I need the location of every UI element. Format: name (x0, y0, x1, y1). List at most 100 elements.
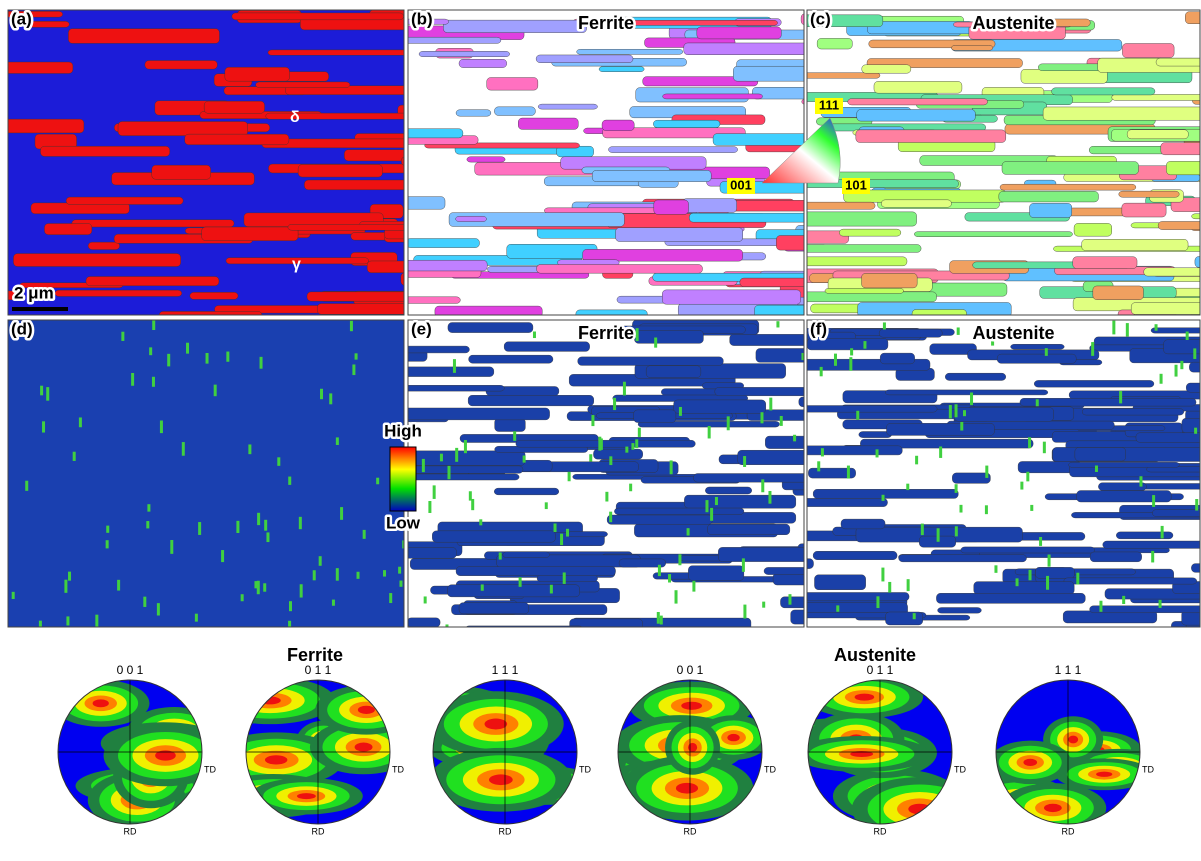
grain-streak (1144, 268, 1201, 276)
grain-streak (537, 575, 598, 582)
strain-mark (481, 584, 484, 590)
strain-mark (915, 456, 918, 465)
grain-streak (602, 120, 634, 131)
strain-mark (705, 500, 708, 512)
grain-streak (256, 82, 350, 88)
strain-mark (687, 528, 690, 535)
strain-mark (609, 512, 612, 523)
grain-streak (1112, 94, 1201, 100)
grain-streak (814, 575, 865, 590)
grain-streak (1186, 383, 1201, 392)
strain-mark (422, 459, 425, 472)
grain-streak (577, 49, 683, 54)
strain-mark (106, 526, 109, 533)
grain-streak (467, 157, 505, 162)
strain-mark (152, 320, 155, 330)
pole-contour (855, 694, 875, 701)
grain-streak (952, 473, 990, 483)
grain-streak (857, 109, 976, 121)
pole-figure (612, 680, 771, 824)
grain-streak (817, 38, 852, 49)
strain-mark (660, 616, 663, 625)
strain-mark (847, 466, 850, 479)
pole-contour (265, 755, 287, 764)
grain-streak (1161, 143, 1201, 155)
strain-mark (821, 448, 824, 456)
strain-mark (1045, 348, 1048, 356)
strain-mark (949, 405, 952, 418)
grain-streak (800, 446, 902, 455)
strain-mark (73, 452, 76, 461)
strain-mark (383, 570, 386, 576)
grain-streak (1021, 69, 1107, 83)
grain-streak (885, 612, 922, 625)
pole-figures: Ferrite0 0 1TDRD0 1 1TDRD1 1 1TDRDAusten… (52, 645, 1165, 841)
grain-streak (448, 585, 580, 597)
grain-streak (537, 264, 703, 273)
grain-streak (1034, 380, 1154, 387)
grain-streak (705, 487, 751, 494)
strain-mark (214, 385, 217, 397)
strain-mark (143, 597, 146, 607)
pole-contour (681, 702, 702, 710)
grain-streak (880, 353, 914, 364)
strain-mark (263, 583, 266, 591)
strain-mark (226, 352, 229, 362)
grain-streak (614, 508, 744, 515)
strain-mark (960, 422, 963, 431)
strain-mark (186, 343, 189, 354)
strain-mark (955, 404, 958, 417)
strain-mark (288, 621, 291, 630)
grain-streak (456, 216, 487, 221)
strain-mark (994, 565, 997, 573)
strain-mark (692, 581, 695, 592)
grain-streak (1116, 532, 1173, 539)
grain-streak (1011, 344, 1065, 349)
strain-mark (1020, 482, 1023, 490)
pole-contour (676, 783, 698, 794)
strain-mark (257, 513, 260, 525)
strain-mark (631, 443, 634, 450)
strain-mark (769, 398, 772, 411)
phase-heading: Ferrite (287, 645, 343, 665)
strain-mark (106, 540, 109, 548)
strain-mark (1028, 437, 1031, 448)
grain-streak (504, 342, 589, 352)
grain-streak (786, 592, 909, 600)
pole-contour (1096, 772, 1112, 777)
strain-mark (146, 521, 149, 528)
grain-streak (487, 78, 538, 91)
strain-mark (1046, 576, 1049, 590)
strain-mark (955, 526, 958, 536)
grain-streak (733, 66, 813, 81)
pole-contour (93, 699, 109, 707)
legend-high: High (384, 421, 422, 440)
strain-mark (221, 550, 224, 562)
grain-streak (288, 224, 408, 230)
strain-mark (363, 530, 366, 539)
grain-streak (1152, 510, 1201, 517)
strain-mark (550, 585, 553, 594)
panel-title: Ferrite (578, 323, 634, 343)
strain-mark (849, 357, 852, 371)
pole-td: TD (392, 764, 404, 774)
strain-mark (1152, 495, 1155, 507)
strain-mark (625, 447, 628, 453)
strain-mark (568, 472, 571, 481)
grain-streak (459, 603, 529, 614)
grain-streak (813, 489, 958, 498)
strain-mark (46, 387, 49, 401)
strain-mark (715, 497, 718, 505)
grain-streak (448, 323, 533, 333)
strain-mark (198, 522, 201, 535)
grain-streak (1015, 569, 1135, 575)
strain-mark (820, 367, 823, 376)
grain-streak (862, 65, 911, 73)
panel-label: (c) (810, 9, 831, 28)
pole-rd: RD (312, 826, 325, 836)
strain-mark (398, 567, 401, 574)
strain-mark (657, 612, 660, 624)
grain-streak (899, 555, 1027, 562)
grain-streak (1122, 203, 1166, 217)
grain-streak (684, 495, 795, 508)
